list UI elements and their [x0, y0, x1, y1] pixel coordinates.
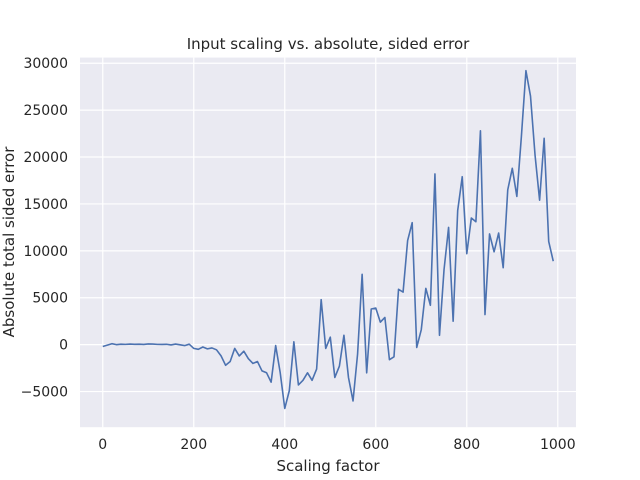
x-tick-label: 800: [453, 437, 480, 453]
tick-labels: 0 200 400 600 800 1000 −5000 0 5000 10000 15000 200…: [21, 56, 576, 453]
y-axis-title: Absolute total sided error: [0, 146, 18, 338]
chart-title: Input scaling vs. absolute, sided error: [187, 35, 470, 53]
y-tick-label: 10000: [23, 244, 68, 260]
y-tick-label: −5000: [21, 385, 68, 401]
x-axis-title: Scaling factor: [276, 457, 380, 475]
x-tick-label: 400: [271, 437, 298, 453]
plot-background: [80, 57, 576, 428]
y-tick-label: 30000: [23, 56, 68, 72]
series-line: [102, 69, 555, 410]
x-tick-label: 600: [362, 437, 389, 453]
series-layer: [102, 69, 555, 410]
y-tick-label: 15000: [23, 197, 68, 213]
x-tick-label: 1000: [540, 437, 576, 453]
y-tick-label: 0: [59, 338, 68, 354]
x-tick-label: 0: [98, 437, 107, 453]
y-tick-label: 20000: [23, 150, 68, 166]
x-tick-label: 200: [180, 437, 207, 453]
y-tick-label: 25000: [23, 103, 68, 119]
y-tick-label: 5000: [32, 291, 68, 307]
